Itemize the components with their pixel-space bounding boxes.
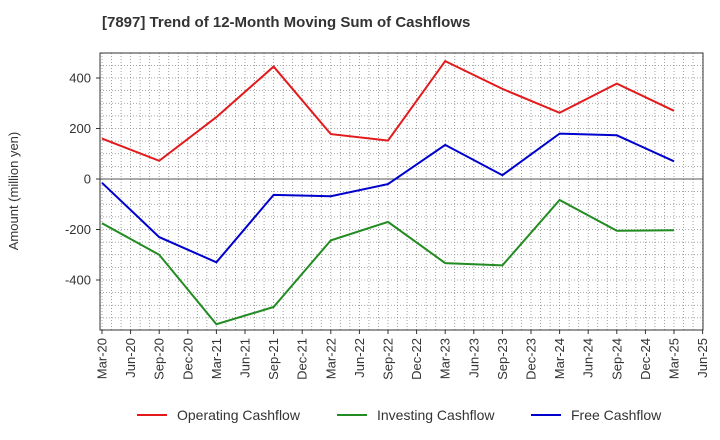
legend-label-operating-cashflow: Operating Cashflow <box>177 407 300 423</box>
x-tick-label: Dec-24 <box>638 338 653 380</box>
y-tick-label: 400 <box>69 71 91 86</box>
y-axis-label: Amount (million yen) <box>6 132 21 251</box>
series-layer <box>101 59 675 326</box>
plot-background <box>100 53 703 330</box>
x-tick-label: Mar-23 <box>438 338 453 379</box>
x-tick-label: Mar-25 <box>667 338 682 379</box>
x-tick-layer: Mar-20 Jun-20 Sep-20 Dec-20 Mar-21 Jun-21 Sep-… <box>95 330 710 380</box>
x-tick-label: Sep-22 <box>381 338 396 380</box>
plot-frame <box>99 52 704 331</box>
x-tick-label: Dec-22 <box>409 338 424 380</box>
legend-label-free-cashflow: Free Cashflow <box>571 407 662 423</box>
x-tick-label: Sep-20 <box>152 338 167 380</box>
legend-item-operating-cashflow: Operating Cashflow <box>137 402 300 428</box>
x-tick-label: Jun-22 <box>352 338 367 378</box>
x-tick-label: Mar-22 <box>323 338 338 379</box>
legend-swatch-free-cashflow <box>531 414 561 416</box>
x-tick-label: Sep-21 <box>266 338 281 380</box>
x-tick-label: Jun-24 <box>581 338 596 378</box>
y-tick-label: 0 <box>84 172 91 187</box>
legend-label-investing-cashflow: Investing Cashflow <box>377 407 495 423</box>
legend-item-free-cashflow: Free Cashflow <box>531 402 661 428</box>
legend-swatch-operating-cashflow <box>137 414 167 416</box>
x-tick-label: Mar-20 <box>95 338 110 379</box>
chart-title: [7897] Trend of 12-Month Moving Sum of C… <box>102 14 471 31</box>
x-tick-label: Sep-24 <box>609 338 624 380</box>
x-tick-label: Jun-20 <box>123 338 138 378</box>
x-tick-label: Jun-25 <box>695 338 710 378</box>
x-tick-label: Dec-21 <box>295 338 310 380</box>
y-tick-layer: 400 200 0 -200 -400 <box>65 71 100 288</box>
x-tick-label: Dec-20 <box>180 338 195 380</box>
y-tick-label: 200 <box>69 121 91 136</box>
x-tick-label: Mar-21 <box>209 338 224 379</box>
y-tick-label: -400 <box>65 273 91 288</box>
x-tick-label: Jun-21 <box>238 338 253 378</box>
legend: Operating Cashflow Investing Cashflow Free… <box>0 402 720 428</box>
x-tick-label: Jun-23 <box>466 338 481 378</box>
x-tick-label: Sep-23 <box>495 338 510 380</box>
x-tick-label: Mar-24 <box>552 338 567 379</box>
x-tick-label: Dec-23 <box>524 338 539 380</box>
legend-swatch-investing-cashflow <box>337 414 367 416</box>
legend-item-investing-cashflow: Investing Cashflow <box>337 402 495 428</box>
y-tick-label: -200 <box>65 222 91 237</box>
